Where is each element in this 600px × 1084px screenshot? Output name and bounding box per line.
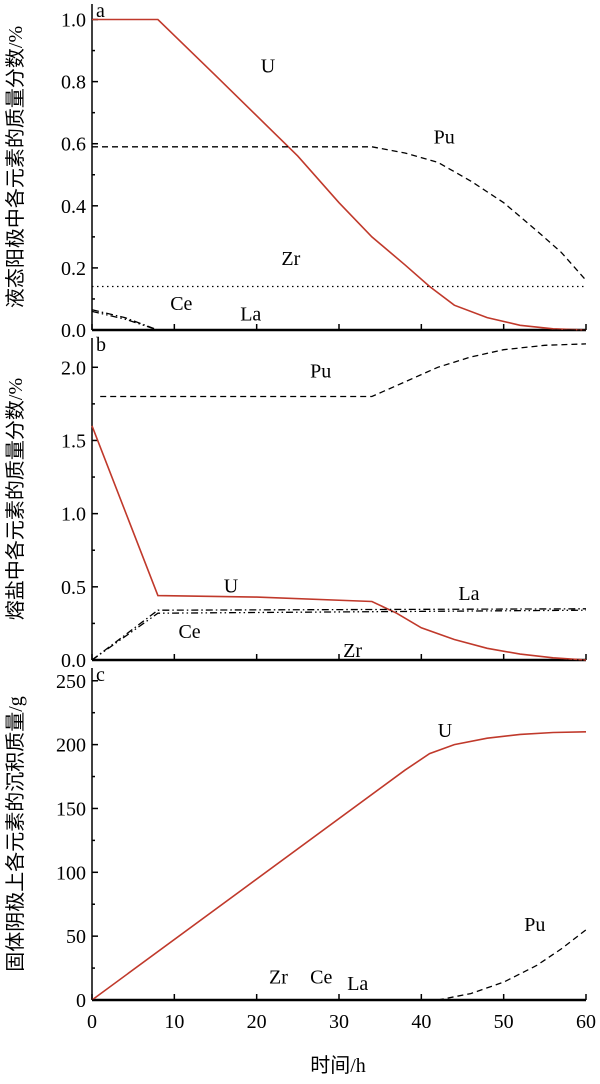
y-tick-label-b: 1.0 bbox=[61, 504, 86, 526]
series-label-la-b: La bbox=[458, 583, 479, 605]
y-axis-title-b: 熔盐中各元素的质量分数/% bbox=[4, 378, 27, 620]
panel-c: 0 50 100 150 200 250 0 10 20 30 40 50 60 U Pu Zr Ce La c 固体… bbox=[4, 664, 596, 1033]
panel-a: 0.0 0.2 0.4 0.6 0.8 1.0 U Pu Zr Ce La a 液态阳极中各元素的质量分… bbox=[4, 0, 587, 342]
x-tick-label: 10 bbox=[164, 1011, 184, 1033]
panel-letter-a: a bbox=[96, 0, 105, 22]
series-line-la-b bbox=[91, 608, 587, 661]
y-tick-label-c: 100 bbox=[56, 862, 86, 884]
x-tick-label: 60 bbox=[576, 1011, 596, 1033]
panel-b: 0.0 0.5 1.0 1.5 2.0 Pu U La Ce Zr b 熔盐中各元素的质量分数/% bbox=[4, 334, 587, 672]
series-label-pu-c: Pu bbox=[524, 914, 545, 936]
y-tick-label-a: 0.4 bbox=[61, 196, 86, 218]
panel-letter-b: b bbox=[96, 334, 106, 356]
series-label-u-a: U bbox=[261, 55, 276, 77]
y-tick-label-a: 0.0 bbox=[61, 320, 86, 342]
series-line-u-a bbox=[92, 18, 587, 331]
series-line-u-c bbox=[91, 731, 587, 1001]
x-tick-label: 30 bbox=[329, 1011, 349, 1033]
y-tick-label-a: 1.0 bbox=[61, 10, 86, 32]
x-tick-label: 0 bbox=[87, 1011, 97, 1033]
panel-letter-c: c bbox=[96, 664, 105, 686]
x-tick-label: 20 bbox=[247, 1011, 267, 1033]
series-label-ce-c: Ce bbox=[310, 966, 332, 988]
series-label-pu-a: Pu bbox=[434, 127, 455, 149]
y-tick-label-b: 2.0 bbox=[61, 357, 86, 379]
y-tick-label-a: 0.2 bbox=[61, 258, 86, 280]
series-label-pu-b: Pu bbox=[310, 361, 331, 383]
series-label-la-c: La bbox=[347, 973, 368, 995]
x-axis-title: 时间/h bbox=[310, 1054, 366, 1077]
series-label-ce-a: Ce bbox=[170, 293, 192, 315]
series-line-pu-a bbox=[92, 146, 587, 281]
y-tick-label-c: 250 bbox=[56, 671, 86, 693]
series-label-la-a: La bbox=[240, 304, 261, 326]
y-tick-label-b: 0.0 bbox=[61, 650, 86, 672]
y-tick-label-c: 0 bbox=[76, 990, 86, 1012]
series-line-ce-b bbox=[91, 609, 587, 661]
y-axis-title-c: 固体阴极上各元素的沉积质量/g bbox=[4, 696, 27, 972]
series-label-zr-a: Zr bbox=[281, 248, 300, 270]
series-label-zr-c: Zr bbox=[269, 966, 288, 988]
series-line-ce-a bbox=[91, 309, 586, 331]
y-axis-title-a: 液态阳极中各元素的质量分数/% bbox=[4, 26, 27, 308]
series-label-ce-b: Ce bbox=[178, 621, 200, 643]
series-label-u-c: U bbox=[438, 720, 453, 742]
x-tick-label: 50 bbox=[494, 1011, 514, 1033]
y-tick-label-c: 200 bbox=[56, 735, 86, 757]
series-line-u-b bbox=[91, 425, 587, 661]
y-tick-label-c: 150 bbox=[56, 798, 86, 820]
series-label-u-b: U bbox=[224, 576, 239, 598]
series-label-zr-b: Zr bbox=[343, 640, 362, 662]
y-tick-label-c: 50 bbox=[66, 926, 86, 948]
y-tick-label-a: 0.8 bbox=[61, 72, 86, 94]
y-tick-label-b: 1.5 bbox=[61, 430, 86, 452]
series-line-pu-b bbox=[100, 343, 587, 398]
x-tick-label: 40 bbox=[411, 1011, 431, 1033]
y-tick-label-b: 0.5 bbox=[61, 577, 86, 599]
y-tick-label-a: 0.6 bbox=[61, 134, 86, 156]
series-line-pu-c bbox=[437, 929, 587, 1001]
